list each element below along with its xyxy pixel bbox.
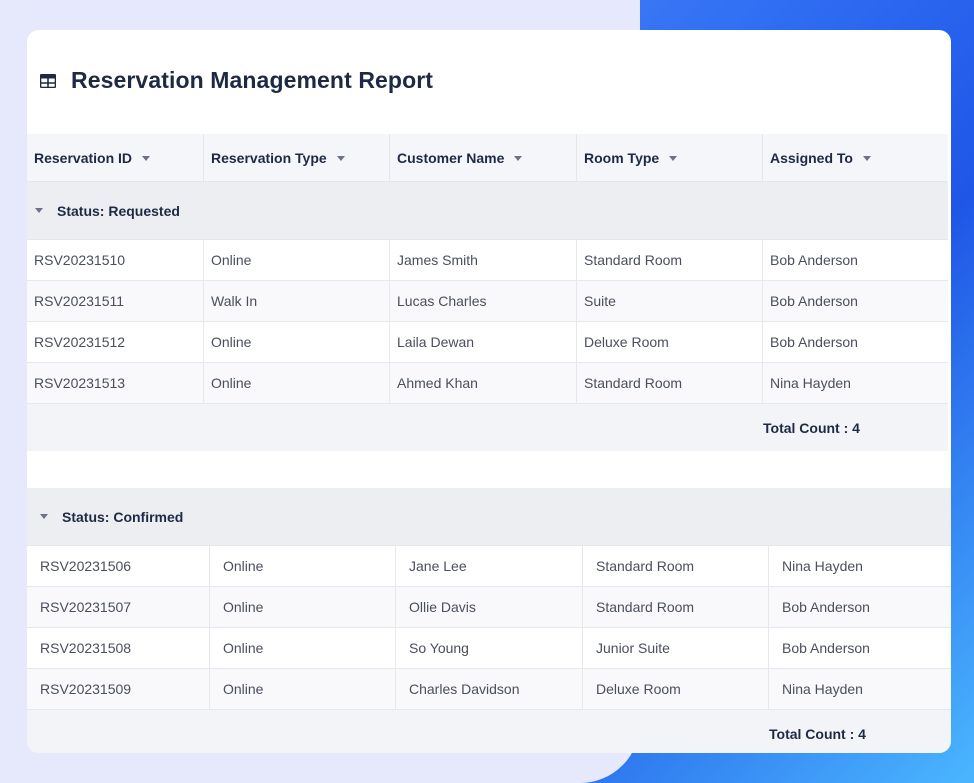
total-count: Total Count : 4: [769, 725, 866, 742]
sort-caret-icon[interactable]: [862, 155, 871, 161]
cell-assigned-to: Bob Anderson: [782, 599, 870, 615]
cell-reservation-type: Online: [204, 240, 390, 280]
cell-reservation-id: RSV20231512: [27, 322, 204, 362]
cell-room-type: Standard Room: [583, 546, 769, 586]
column-header-customer-name[interactable]: Customer Name: [390, 134, 577, 181]
column-header-reservation-type[interactable]: Reservation Type: [204, 134, 390, 181]
sort-caret-icon[interactable]: [142, 155, 151, 161]
table-row[interactable]: RSV20231510 Online James Smith Standard …: [27, 240, 948, 281]
group-header-label: Status: Confirmed: [62, 508, 184, 525]
total-count: Total Count : 4: [763, 419, 860, 436]
table-row[interactable]: RSV20231507 Online Ollie Davis Standard …: [27, 587, 951, 628]
group-summary-row: Total Count : 4: [27, 710, 951, 753]
page-title: Reservation Management Report: [71, 67, 434, 93]
table-row[interactable]: RSV20231512 Online Laila Dewan Deluxe Ro…: [27, 322, 948, 363]
column-header-assigned-to[interactable]: Assigned To: [763, 134, 948, 181]
cell-reservation-id: RSV20231507: [27, 587, 210, 627]
table-row[interactable]: RSV20231508 Online So Young Junior Suite…: [27, 628, 951, 669]
cell-reservation-type: Online: [204, 363, 390, 403]
collapse-caret-icon[interactable]: [40, 514, 48, 519]
data-grid-confirmed: Status: Confirmed RSV20231506 Online Jan…: [27, 488, 951, 753]
sort-caret-icon[interactable]: [336, 155, 345, 161]
table-row[interactable]: RSV20231506 Online Jane Lee Standard Roo…: [27, 546, 951, 587]
cell-reservation-id: RSV20231511: [27, 281, 204, 321]
cell-reservation-id: RSV20231508: [27, 628, 210, 668]
table-row[interactable]: RSV20231511 Walk In Lucas Charles Suite …: [27, 281, 948, 322]
cell-reservation-type: Online: [210, 546, 396, 586]
cell-customer-name: Jane Lee: [396, 546, 583, 586]
report-card: Reservation Management Report Reservatio…: [27, 30, 951, 753]
cell-reservation-type: Walk In: [204, 281, 390, 321]
sort-caret-icon[interactable]: [669, 155, 678, 161]
table-row[interactable]: RSV20231513 Online Ahmed Khan Standard R…: [27, 363, 948, 404]
column-header-label: Room Type: [584, 149, 660, 166]
cell-customer-name: So Young: [396, 628, 583, 668]
cell-reservation-type: Online: [210, 587, 396, 627]
group-header-label: Status: Requested: [57, 202, 180, 219]
table-row[interactable]: RSV20231509 Online Charles Davidson Delu…: [27, 669, 951, 710]
cell-customer-name: James Smith: [390, 240, 577, 280]
cell-customer-name: Ollie Davis: [396, 587, 583, 627]
cell-reservation-id: RSV20231513: [27, 363, 204, 403]
group-summary-row: Total Count : 4: [27, 404, 948, 451]
grid-header-row: Reservation ID Reservation Type Customer…: [27, 134, 948, 182]
group-header-confirmed[interactable]: Status: Confirmed: [27, 488, 951, 546]
column-header-label: Reservation Type: [211, 149, 327, 166]
cell-room-type: Standard Room: [577, 240, 763, 280]
sort-caret-icon[interactable]: [514, 155, 523, 161]
cell-reservation-type: Online: [210, 628, 396, 668]
cell-reservation-id: RSV20231510: [27, 240, 204, 280]
group-spacer: [27, 451, 948, 492]
data-grid: Reservation ID Reservation Type Customer…: [27, 134, 948, 492]
cell-reservation-type: Online: [210, 669, 396, 709]
cell-room-type: Deluxe Room: [583, 669, 769, 709]
cell-customer-name: Laila Dewan: [390, 322, 577, 362]
cell-assigned-to: Bob Anderson: [782, 640, 870, 656]
cell-assigned-to: Nina Hayden: [782, 681, 863, 697]
cell-assigned-to: Nina Hayden: [770, 375, 851, 391]
cell-assigned-to: Bob Anderson: [770, 334, 858, 350]
column-header-label: Customer Name: [397, 149, 505, 166]
cell-customer-name: Lucas Charles: [390, 281, 577, 321]
cell-reservation-type: Online: [204, 322, 390, 362]
cell-room-type: Deluxe Room: [577, 322, 763, 362]
cell-reservation-id: RSV20231509: [27, 669, 210, 709]
cell-reservation-id: RSV20231506: [27, 546, 210, 586]
cell-assigned-to: Nina Hayden: [782, 558, 863, 574]
cell-room-type: Junior Suite: [583, 628, 769, 668]
cell-assigned-to: Bob Anderson: [770, 293, 858, 309]
column-header-label: Reservation ID: [34, 149, 133, 166]
column-header-reservation-id[interactable]: Reservation ID: [27, 134, 204, 181]
table-icon: [40, 74, 56, 88]
cell-room-type: Suite: [577, 281, 763, 321]
collapse-caret-icon[interactable]: [35, 208, 43, 213]
cell-room-type: Standard Room: [577, 363, 763, 403]
column-header-room-type[interactable]: Room Type: [577, 134, 763, 181]
column-header-label: Assigned To: [770, 149, 853, 166]
cell-customer-name: Ahmed Khan: [390, 363, 577, 403]
group-header-requested[interactable]: Status: Requested: [27, 182, 948, 240]
report-header: Reservation Management Report: [27, 30, 951, 134]
cell-room-type: Standard Room: [583, 587, 769, 627]
cell-customer-name: Charles Davidson: [396, 669, 583, 709]
cell-assigned-to: Bob Anderson: [770, 252, 858, 268]
